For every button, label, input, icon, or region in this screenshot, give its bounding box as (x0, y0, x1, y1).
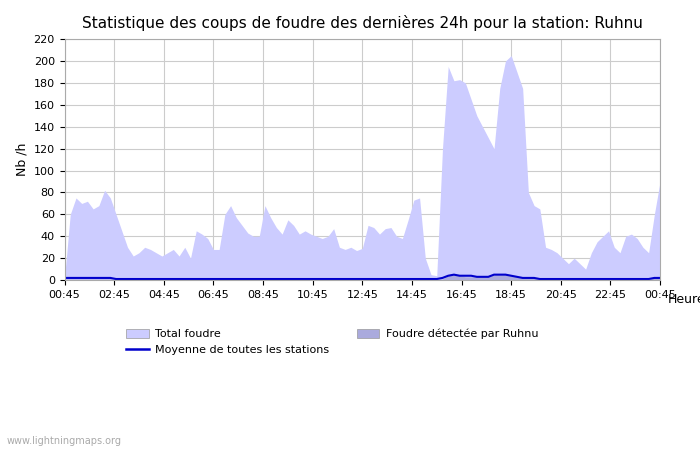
X-axis label: Heure: Heure (668, 293, 700, 306)
Legend: Total foudre, Moyenne de toutes les stations, Foudre détectée par Ruhnu: Total foudre, Moyenne de toutes les stat… (122, 324, 543, 360)
Y-axis label: Nb /h: Nb /h (15, 143, 28, 176)
Text: www.lightningmaps.org: www.lightningmaps.org (7, 436, 122, 446)
Title: Statistique des coups de foudre des dernières 24h pour la station: Ruhnu: Statistique des coups de foudre des dern… (82, 15, 643, 31)
